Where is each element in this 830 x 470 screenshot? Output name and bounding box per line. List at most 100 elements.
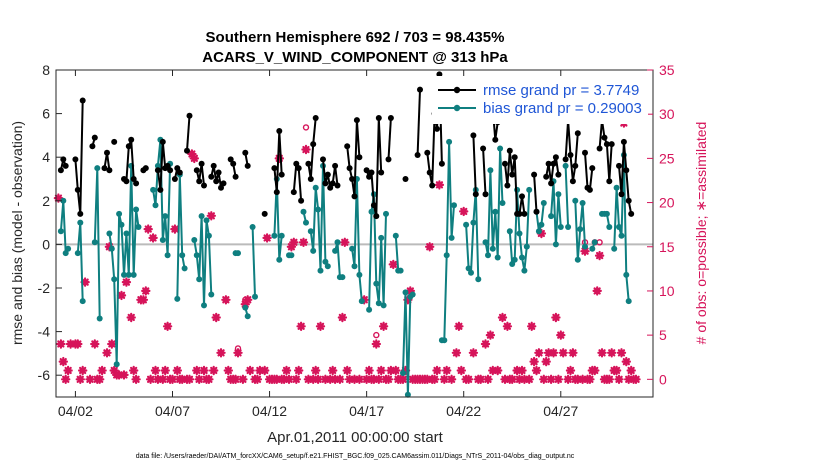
bias-point [198, 213, 205, 220]
obs-assimilated-marker [524, 374, 534, 384]
bias-point [159, 237, 166, 243]
bias-point [307, 228, 314, 235]
obs-assimilated-marker [233, 348, 243, 358]
rmse-point [601, 134, 608, 141]
bias-point [463, 221, 470, 228]
rmse-point [589, 165, 596, 172]
rmse-point [616, 162, 622, 169]
bias-line-segment [441, 140, 455, 342]
rmse-line-segment [273, 130, 283, 194]
rmse-point [596, 145, 603, 152]
obs-assimilated-marker [75, 374, 85, 384]
obs-assimilated-marker [548, 348, 559, 358]
obs-assimilated-marker [577, 374, 588, 384]
bias-point [96, 315, 103, 322]
bias-point [470, 219, 477, 226]
obs-assimilated-marker [325, 374, 335, 384]
obs-assimilated-marker [298, 237, 309, 247]
bias-point [380, 302, 387, 309]
rmse-point [298, 197, 305, 204]
bias-line-segment [550, 180, 562, 246]
rmse-point [618, 191, 625, 198]
bias-point [349, 245, 356, 252]
obs-assimilated-marker [531, 365, 542, 376]
rmse-point [424, 149, 431, 156]
bias-point [526, 186, 533, 193]
bias-point [378, 234, 385, 241]
obs-assimilated-marker [56, 339, 66, 349]
obs-assimilated-marker [432, 365, 442, 376]
obs-assimilated-marker [434, 180, 445, 190]
bias-point [368, 208, 375, 215]
rmse-point [550, 160, 557, 167]
rmse-point [60, 156, 67, 163]
bias-point [441, 337, 448, 344]
rmse-line-segment [387, 117, 392, 160]
bias-point [288, 252, 295, 259]
bias-point [400, 370, 406, 376]
obs-assimilated-marker [53, 193, 64, 203]
bias-point [475, 276, 482, 283]
obs-assimilated-marker [328, 365, 338, 376]
y-tick-label-right: 30 [659, 106, 675, 122]
bias-point [181, 265, 188, 272]
bias-point [366, 306, 373, 313]
bias-point [487, 167, 494, 174]
bias-point [373, 280, 380, 287]
bias-point [116, 210, 123, 217]
bias-point [57, 228, 64, 235]
rmse-point [111, 138, 118, 145]
obs-assimilated-marker [150, 365, 161, 376]
x-tick-label: 04/12 [252, 403, 287, 419]
rmse-point [429, 182, 436, 189]
rmse-point [502, 160, 508, 167]
bias-point [351, 263, 358, 270]
obs-assimilated-marker [626, 365, 636, 376]
bias-point [106, 230, 113, 237]
obs-assimilated-marker [119, 370, 129, 380]
obs-assimilated-marker [162, 321, 173, 331]
bias-point [404, 391, 411, 398]
rmse-point [278, 171, 285, 178]
obs-assimilated-marker [114, 370, 124, 380]
bias-point [130, 271, 137, 278]
y-tick-label-right: 35 [659, 62, 675, 78]
obs-assimilated-marker [594, 250, 605, 261]
y-tick-label-left: 4 [42, 149, 50, 165]
y-tick-label-left: 8 [42, 62, 50, 78]
y-tick-label-right: 25 [659, 150, 675, 166]
rmse-point [351, 193, 358, 200]
obs-assimilated-marker [342, 365, 352, 376]
obs-assimilated-marker [543, 348, 554, 358]
chart-title-line2: ACARS_V_WIND_COMPONENT @ 313 hPa [202, 49, 508, 66]
rmse-point [242, 149, 249, 156]
obs-assimilated-marker [349, 374, 360, 384]
rmse-line-segment [584, 152, 594, 191]
obs-assimilated-marker [296, 321, 306, 331]
rmse-line-segment [598, 119, 613, 183]
obs-possible-marker [373, 331, 380, 339]
bias-point [317, 267, 324, 274]
bias-point [579, 200, 586, 206]
rmse-point [356, 154, 363, 161]
rmse-point [586, 186, 593, 193]
rmse-line-segment [74, 100, 84, 215]
rmse-point [603, 141, 610, 148]
bias-point [582, 243, 588, 250]
bias-point [616, 224, 622, 230]
obs-assimilated-marker [245, 365, 255, 376]
bias-point [468, 269, 474, 276]
rmse-point [572, 162, 579, 169]
obs-assimilated-marker [286, 242, 297, 252]
obs-assimilated-marker [517, 365, 527, 376]
bias-point [271, 232, 278, 239]
rmse-point [504, 182, 511, 189]
bias-point [118, 221, 125, 228]
bias-line-segment [251, 226, 256, 297]
bias-line-segment [535, 202, 545, 233]
rmse-point [220, 180, 227, 187]
rmse-point [492, 136, 499, 143]
obs-assimilated-marker [95, 374, 105, 384]
bias-point [577, 226, 584, 233]
rmse-point [569, 178, 576, 185]
